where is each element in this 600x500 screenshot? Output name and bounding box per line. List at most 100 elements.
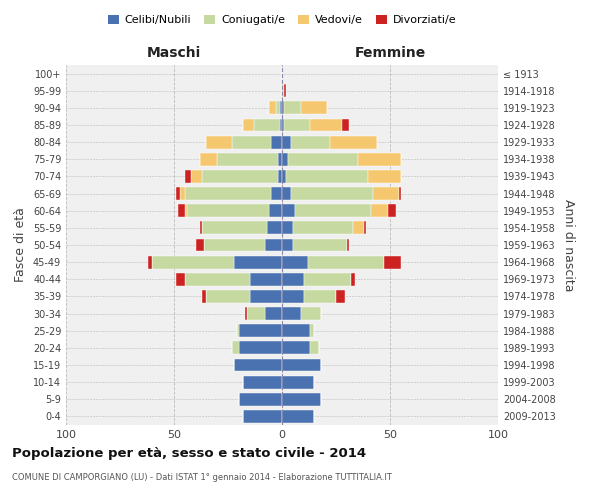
Bar <box>271 187 282 200</box>
Bar <box>176 187 181 200</box>
Bar <box>243 410 282 423</box>
Bar <box>284 84 286 97</box>
Bar <box>265 307 282 320</box>
Bar <box>152 256 235 268</box>
Bar <box>343 118 349 132</box>
Bar <box>282 170 286 183</box>
Bar <box>250 290 282 303</box>
Bar <box>284 118 310 132</box>
Y-axis label: Anni di nascita: Anni di nascita <box>562 198 575 291</box>
Bar <box>206 290 250 303</box>
Bar <box>289 153 358 166</box>
Bar <box>196 238 204 252</box>
Bar <box>290 187 373 200</box>
Bar <box>185 273 250 285</box>
Bar <box>202 290 206 303</box>
Text: Maschi: Maschi <box>147 46 201 60</box>
Bar <box>358 153 401 166</box>
Bar <box>284 102 301 114</box>
Bar <box>239 324 282 337</box>
Bar <box>353 222 364 234</box>
Bar <box>282 358 321 372</box>
Bar <box>232 136 271 148</box>
Bar <box>282 410 314 423</box>
Bar <box>282 102 284 114</box>
Y-axis label: Fasce di età: Fasce di età <box>14 208 27 282</box>
Bar <box>282 376 314 388</box>
Bar <box>295 204 371 217</box>
Bar <box>254 118 280 132</box>
Bar <box>200 222 202 234</box>
Bar <box>282 153 289 166</box>
Bar <box>293 238 347 252</box>
Bar <box>176 273 185 285</box>
Bar <box>282 307 301 320</box>
Bar <box>275 102 280 114</box>
Bar <box>206 136 232 148</box>
Bar <box>282 187 290 200</box>
Bar <box>202 170 278 183</box>
Bar <box>336 290 344 303</box>
Bar <box>185 170 191 183</box>
Text: Femmine: Femmine <box>355 46 425 60</box>
Bar <box>178 204 185 217</box>
Bar <box>265 238 282 252</box>
Bar <box>269 102 275 114</box>
Bar <box>293 222 353 234</box>
Bar <box>181 187 185 200</box>
Bar <box>217 153 278 166</box>
Bar <box>243 118 254 132</box>
Bar <box>202 222 267 234</box>
Bar <box>148 256 152 268</box>
Text: Popolazione per età, sesso e stato civile - 2014: Popolazione per età, sesso e stato civil… <box>12 448 366 460</box>
Bar <box>250 273 282 285</box>
Bar <box>301 102 328 114</box>
Bar <box>329 136 377 148</box>
Bar <box>191 170 202 183</box>
Bar <box>280 102 282 114</box>
Bar <box>282 273 304 285</box>
Bar <box>247 307 265 320</box>
Bar <box>282 136 290 148</box>
Bar <box>282 324 310 337</box>
Bar <box>245 307 247 320</box>
Legend: Celibi/Nubili, Coniugati/e, Vedovi/e, Divorziati/e: Celibi/Nubili, Coniugati/e, Vedovi/e, Di… <box>103 10 461 30</box>
Bar <box>280 118 282 132</box>
Bar <box>282 256 308 268</box>
Bar <box>301 307 321 320</box>
Bar <box>282 393 321 406</box>
Bar <box>383 256 401 268</box>
Bar <box>232 342 239 354</box>
Bar <box>347 238 349 252</box>
Bar <box>282 222 293 234</box>
Bar <box>364 222 366 234</box>
Bar <box>368 170 401 183</box>
Bar <box>235 358 282 372</box>
Bar <box>236 324 239 337</box>
Bar <box>290 136 329 148</box>
Bar <box>310 324 314 337</box>
Bar <box>185 204 187 217</box>
Bar <box>235 256 282 268</box>
Bar <box>278 170 282 183</box>
Bar <box>388 204 397 217</box>
Text: COMUNE DI CAMPORGIANO (LU) - Dati ISTAT 1° gennaio 2014 - Elaborazione TUTTITALI: COMUNE DI CAMPORGIANO (LU) - Dati ISTAT … <box>12 472 392 482</box>
Bar <box>308 256 383 268</box>
Bar <box>269 204 282 217</box>
Bar <box>267 222 282 234</box>
Bar <box>282 290 304 303</box>
Bar <box>304 273 351 285</box>
Bar <box>185 187 271 200</box>
Bar <box>373 187 398 200</box>
Bar <box>304 290 336 303</box>
Bar <box>282 118 284 132</box>
Bar <box>371 204 388 217</box>
Bar <box>239 393 282 406</box>
Bar <box>310 118 343 132</box>
Bar <box>282 238 293 252</box>
Bar <box>187 204 269 217</box>
Bar <box>239 342 282 354</box>
Bar <box>398 187 401 200</box>
Bar <box>204 238 265 252</box>
Bar <box>286 170 368 183</box>
